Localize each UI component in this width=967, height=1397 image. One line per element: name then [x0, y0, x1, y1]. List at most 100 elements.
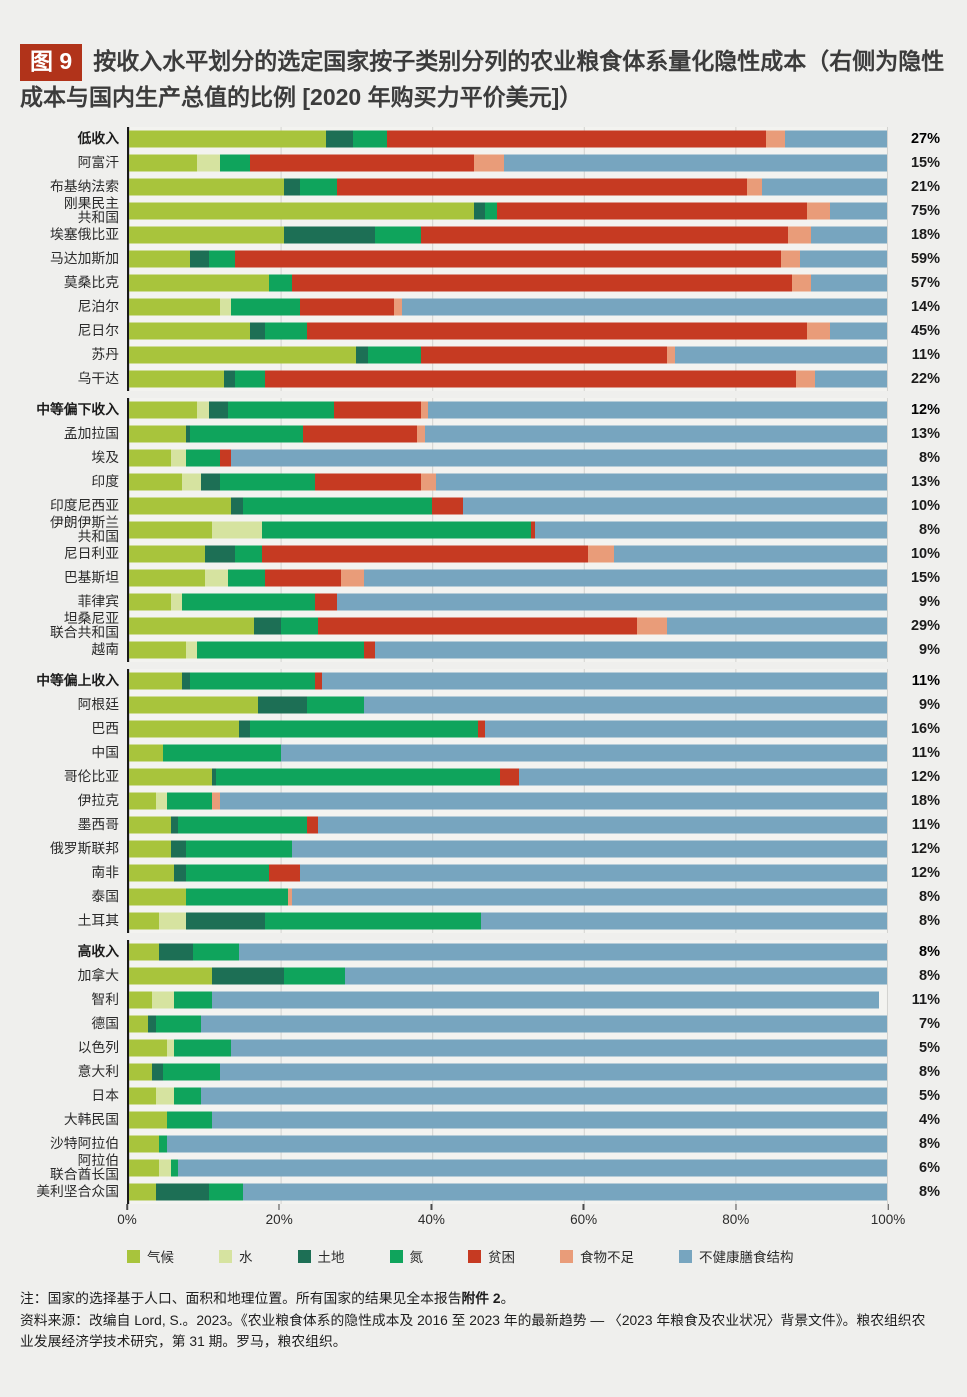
stacked-bar: [129, 593, 887, 611]
segment-diets: [424, 425, 887, 443]
segment-nitrogen: [242, 497, 433, 515]
segment-nitrogen: [159, 1135, 167, 1153]
segment-diets: [200, 1087, 887, 1105]
segment-poverty: [291, 274, 793, 292]
row-gdp-percent: 11%: [911, 992, 940, 1009]
segment-climate: [129, 425, 186, 443]
segment-nitrogen: [375, 226, 421, 244]
segment-land: [356, 346, 368, 364]
country-row: 中国 11%: [20, 741, 940, 766]
row-gdp-percent: 15%: [910, 155, 940, 172]
segment-poverty: [235, 250, 781, 268]
segment-land: [174, 864, 186, 882]
stacked-bar: [129, 696, 887, 714]
segment-land: [151, 1063, 164, 1081]
segment-diets: [830, 202, 887, 220]
row-plot-area: [127, 909, 888, 934]
row-gdp-percent: 18%: [910, 227, 940, 244]
stacked-bar: [129, 545, 887, 563]
stacked-bar: [129, 888, 887, 906]
segment-diets: [322, 672, 887, 690]
stacked-bar: [129, 1039, 887, 1057]
row-gdp-percent: 27%: [910, 131, 940, 148]
legend-swatch-diets: [679, 1249, 692, 1263]
row-plot-area: [127, 398, 888, 423]
row-label: 哥伦比亚: [63, 769, 119, 785]
segment-diets: [231, 1039, 887, 1057]
row-label: 刚果民主 共和国: [63, 195, 119, 226]
segment-poverty: [333, 401, 421, 419]
row-label: 印度尼西亚: [50, 498, 119, 514]
x-axis-tick: 100%: [871, 1204, 905, 1227]
segment-poverty: [420, 226, 789, 244]
stacked-bar: [129, 840, 887, 858]
row-plot-area: [127, 494, 888, 519]
row-gdp-percent: 13%: [910, 474, 940, 491]
segment-nitrogen: [307, 696, 364, 714]
stacked-bar: [129, 322, 887, 340]
segment-food: [473, 154, 505, 172]
row-plot-area: [127, 422, 888, 447]
x-axis-tick-mark: [582, 1204, 585, 1211]
segment-diets: [299, 864, 887, 882]
legend-swatch-nitrogen: [389, 1249, 403, 1263]
row-label: 阿富汗: [77, 155, 119, 171]
row-gdp-percent: 45%: [910, 323, 940, 340]
legend-label: 不健康膳食结构: [699, 1250, 794, 1266]
segment-nitrogen: [219, 473, 315, 491]
stacked-bar: [129, 792, 887, 810]
segment-climate: [129, 521, 213, 539]
row-gdp-percent: 59%: [910, 251, 940, 268]
row-label: 布基纳法索: [50, 179, 119, 195]
row-gdp-percent: 11%: [911, 673, 940, 690]
segment-diets: [219, 1063, 887, 1081]
row-plot-area: [127, 693, 888, 718]
segment-food: [807, 202, 831, 220]
row-plot-area: [127, 885, 888, 910]
country-row: 埃塞俄比亚 18%: [20, 223, 940, 248]
row-label: 苏丹: [91, 347, 119, 363]
country-row: 巴基斯坦 15%: [20, 566, 940, 591]
row-plot-area: [127, 837, 888, 862]
row-gdp-percent: 16%: [910, 721, 940, 738]
stacked-bar: [129, 250, 887, 268]
segment-land: [147, 1015, 156, 1033]
segment-diets: [375, 641, 887, 659]
row-label: 美利坚合众国: [36, 1184, 119, 1200]
row-label: 中等偏下收入: [36, 402, 119, 418]
stacked-bar: [129, 768, 887, 786]
segment-land: [170, 840, 186, 858]
country-row: 日本 5%: [20, 1084, 940, 1109]
figure-title-block: 图 9 按收入水平划分的选定国家按子类别分列的农业粮食体系量化隐性成本（右侧为隐性…: [20, 44, 948, 114]
figure-notes: 注：国家的选择基于人口、面积和地理位置。所有国家的结果见全本报告附件 2。 资料…: [20, 1288, 938, 1353]
row-plot-area: [127, 1180, 888, 1205]
segment-climate: [129, 226, 285, 244]
segment-climate: [129, 202, 474, 220]
country-row: 意大利 8%: [20, 1060, 940, 1085]
row-gdp-percent: 8%: [919, 944, 940, 961]
country-row: 阿拉伯 联合酋长国 6%: [20, 1153, 940, 1182]
segment-land: [200, 473, 220, 491]
row-label: 乌干达: [77, 371, 119, 387]
segment-diets: [481, 912, 887, 930]
segment-nitrogen: [174, 1087, 201, 1105]
segment-climate: [129, 346, 357, 364]
segment-nitrogen: [265, 322, 308, 340]
x-axis-tick: 20%: [266, 1204, 293, 1227]
segment-nitrogen: [174, 991, 213, 1009]
segment-water: [182, 473, 201, 491]
segment-water: [155, 792, 167, 810]
x-axis-tick: 60%: [570, 1204, 597, 1227]
segment-nitrogen: [170, 1159, 179, 1177]
stacked-bar: [129, 521, 887, 539]
chart-body: 低收入 27% 阿富汗 15% 布基纳法索 21% 刚果民主 共和国 75% 埃塞俄比亚 18% 马…: [20, 127, 940, 1205]
stacked-bar: [129, 720, 887, 738]
legend-swatch-poverty: [468, 1249, 481, 1263]
row-label: 意大利: [77, 1064, 119, 1080]
row-plot-area: [127, 295, 888, 320]
segment-diets: [212, 1111, 887, 1129]
country-row: 伊朗伊斯兰 共和国 8%: [20, 515, 940, 544]
x-axis-tick-label: 20%: [265, 1212, 293, 1228]
country-row: 智利 11%: [20, 988, 940, 1013]
segment-land: [185, 912, 266, 930]
